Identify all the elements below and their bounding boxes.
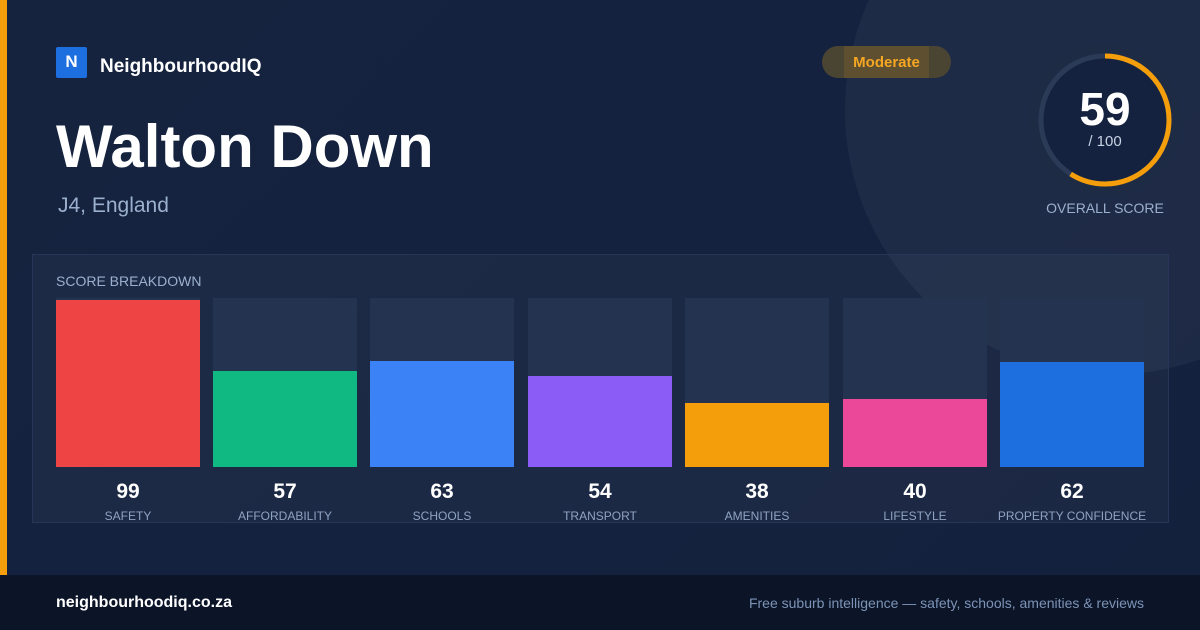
bar-schools: 63 SCHOOLS [370, 298, 514, 524]
footer-tagline: Free suburb intelligence — safety, schoo… [748, 595, 1144, 611]
bar-track [213, 298, 357, 467]
bar-value: 99 [116, 480, 140, 503]
bar-property-confidence: 62 PROPERTY CONFIDENCE [998, 298, 1146, 524]
score-ring-arc [1038, 53, 1172, 187]
overall-score-max: / 100 [1088, 133, 1122, 150]
overall-score-value: 59 [1079, 83, 1131, 135]
rating-badge: Moderate [822, 46, 951, 78]
bar-label: SAFETY [104, 509, 152, 523]
bar-label: SCHOOLS [412, 509, 472, 523]
footer: neighbourhoodiq.co.za Free suburb intell… [0, 575, 1200, 630]
bar-affordability: 57 AFFORDABILITY [213, 298, 357, 524]
bar-track [843, 298, 987, 467]
bar-fill-amenities [685, 403, 829, 467]
bar-track [528, 298, 672, 467]
bar-value: 57 [273, 480, 297, 503]
bar-fill-safety [56, 300, 200, 467]
bar-amenities: 38 AMENITIES [685, 298, 829, 524]
place-location: J4, England [58, 194, 169, 217]
share-card: N NeighbourhoodIQ Walton Down J4, Englan… [0, 0, 1200, 575]
place-title: Walton Down [56, 113, 434, 180]
bar-track [370, 298, 514, 467]
footer-url[interactable]: neighbourhoodiq.co.za [56, 594, 232, 611]
overall-score-ring: 59 / 100 [1028, 43, 1182, 197]
breakdown-bars: 99 SAFETY 57 AFFORDABILITY 63 SCHOOLS 54… [56, 298, 1146, 524]
bar-value: 38 [745, 480, 769, 503]
bar-track [685, 298, 829, 467]
bar-label: AMENITIES [724, 509, 790, 523]
bar-track [1000, 298, 1144, 467]
bar-fill-lifestyle [843, 399, 987, 467]
accent-bar [0, 0, 7, 575]
breakdown-title: SCORE BREAKDOWN [56, 273, 202, 289]
bar-label: PROPERTY CONFIDENCE [997, 509, 1147, 523]
overall-score-caption: OVERALL SCORE [1046, 200, 1164, 216]
brand-logo-icon: N [56, 46, 87, 78]
bar-fill-property-confidence [1000, 362, 1144, 467]
bar-value: 54 [588, 480, 612, 503]
score-breakdown-panel: SCORE BREAKDOWN 99 SAFETY 57 AFFORDABILI… [32, 254, 1169, 523]
bar-lifestyle: 40 LIFESTYLE [843, 298, 987, 524]
bar-value: 62 [1060, 480, 1084, 503]
brand: N NeighbourhoodIQ [56, 46, 261, 78]
score-ring-graphic [1028, 43, 1182, 197]
bar-fill-affordability [213, 371, 357, 467]
bar-fill-transport [528, 376, 672, 467]
bar-label: TRANSPORT [563, 509, 637, 523]
bar-fill-schools [370, 361, 514, 467]
rating-badge-label: Moderate [853, 53, 920, 71]
bar-label: AFFORDABILITY [237, 509, 332, 523]
bar-value: 63 [430, 480, 454, 503]
bar-label: LIFESTYLE [883, 509, 947, 523]
bar-transport: 54 TRANSPORT [528, 298, 672, 524]
bar-track [56, 298, 200, 467]
brand-name: NeighbourhoodIQ [100, 56, 262, 77]
bar-value: 40 [903, 480, 927, 503]
bar-safety: 99 SAFETY [56, 298, 200, 524]
